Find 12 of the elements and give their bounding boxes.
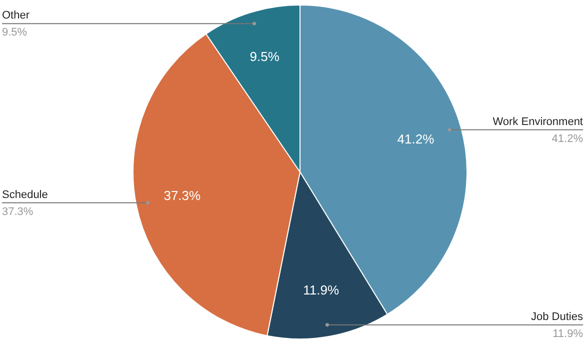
text: 41.2% — [552, 132, 583, 145]
text: 37.3% — [2, 206, 34, 218]
slice-label: Job Duties — [531, 310, 584, 323]
data-label: 9.5% — [250, 49, 280, 64]
slice-label: Schedule — [2, 188, 48, 201]
text: 11.9% — [552, 328, 583, 340]
data-label: 37.3% — [164, 188, 202, 203]
data-label: 41.2% — [397, 131, 435, 146]
slice-label: Work Environment — [492, 116, 583, 128]
text: 9.5% — [2, 26, 28, 39]
slice-label: Other — [2, 10, 30, 22]
data-label: 11.9% — [303, 282, 340, 298]
